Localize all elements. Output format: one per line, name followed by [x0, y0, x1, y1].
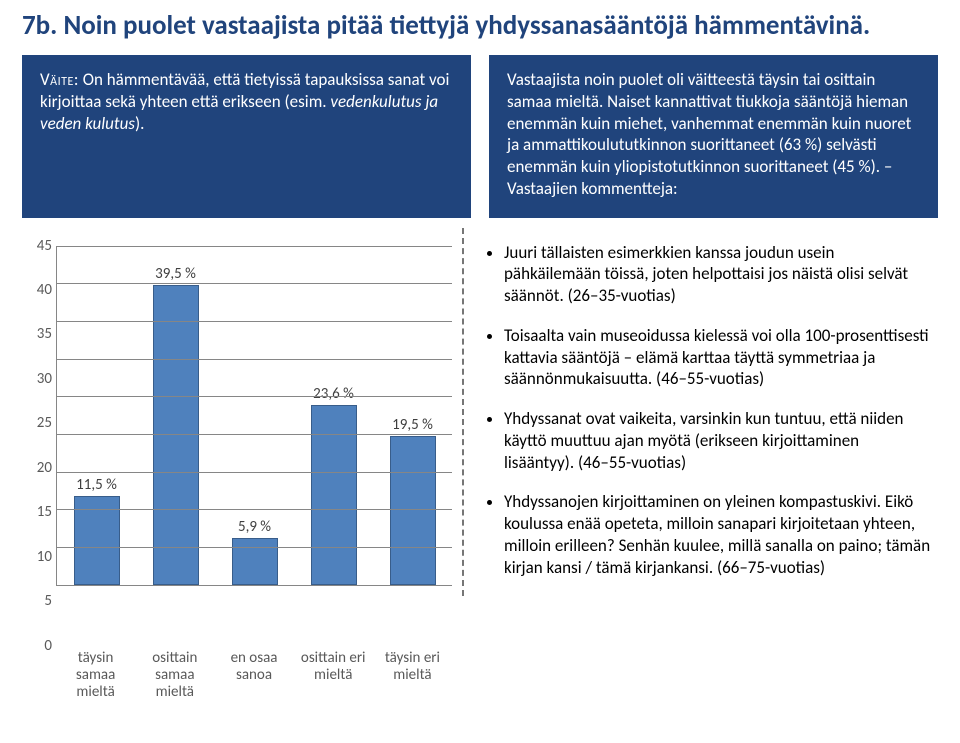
y-tick: 30 — [26, 370, 52, 388]
y-tick: 25 — [26, 414, 52, 432]
slide-title: 7b. Noin puolet vastaajista pitää tietty… — [22, 10, 938, 41]
x-label: osittain erimieltä — [294, 650, 373, 702]
y-tick: 15 — [26, 503, 52, 521]
bar-value-label: 19,5 % — [392, 416, 433, 434]
lower-section: 11,5 %39,5 %5,9 %23,6 %19,5 % täysinsama… — [22, 228, 938, 646]
bar-col: 19,5 % — [373, 246, 452, 585]
comment-item: Yhdyssanat ovat vaikeita, varsinkin kun … — [504, 408, 932, 473]
y-tick: 20 — [26, 459, 52, 477]
y-tick: 45 — [26, 237, 52, 255]
bar-col: 39,5 % — [136, 246, 215, 585]
bar-col: 23,6 % — [294, 246, 373, 585]
bar-col: 11,5 % — [57, 246, 136, 585]
x-label: osittainsamaamieltä — [135, 650, 214, 702]
y-tick: 5 — [26, 592, 52, 610]
info-panels: Väite: On hämmentävää, että tietyissä ta… — [22, 55, 938, 218]
y-tick: 35 — [26, 325, 52, 343]
claim-label: Väite: — [40, 69, 79, 90]
bar — [232, 538, 278, 584]
gridline — [57, 321, 452, 322]
x-label: täysin erimieltä — [373, 650, 452, 702]
title-wrap: 7b. Noin puolet vastaajista pitää tietty… — [22, 10, 938, 41]
panel-claim: Väite: On hämmentävää, että tietyissä ta… — [22, 55, 471, 218]
x-label: en osaasanoa — [214, 650, 293, 702]
plot-area: 11,5 % 39,5 % 5,9 % 23,6 % 19,5 % — [56, 246, 452, 586]
bar-col: 5,9 % — [215, 246, 294, 585]
bar-value-label: 5,9 % — [238, 518, 271, 536]
bars: 11,5 % 39,5 % 5,9 % 23,6 % 19,5 % — [57, 246, 452, 585]
bar-value-label: 39,5 % — [155, 265, 196, 283]
gridline — [57, 283, 452, 284]
comment-item: Yhdyssanojen kirjoittaminen on yleinen k… — [504, 491, 932, 578]
claim-suffix: ). — [135, 113, 144, 134]
gridline — [57, 359, 452, 360]
comment-item: Toisaalta vain museoidussa kielessä voi … — [504, 325, 932, 390]
bar-value-label: 11,5 % — [76, 476, 117, 494]
gridline — [57, 472, 452, 473]
gridline — [57, 547, 452, 548]
x-labels: täysinsamaamieltäosittainsamaamieltäen o… — [56, 646, 452, 702]
bar-chart: 11,5 %39,5 %5,9 %23,6 %19,5 % täysinsama… — [56, 246, 452, 646]
comment-list: Juuri tällaisten esimerkkien kanssa joud… — [484, 242, 932, 579]
gridline — [57, 246, 452, 247]
slide: 7b. Noin puolet vastaajista pitää tietty… — [0, 0, 960, 743]
chart-wrap: 11,5 %39,5 %5,9 %23,6 %19,5 % täysinsama… — [22, 228, 452, 646]
x-label: täysinsamaamieltä — [56, 650, 135, 702]
gridline — [57, 434, 452, 435]
bar — [311, 405, 357, 585]
y-tick: 40 — [26, 281, 52, 299]
bar-value-label: 23,6 % — [313, 385, 354, 403]
comments-box: Juuri tällaisten esimerkkien kanssa joud… — [462, 228, 938, 597]
y-tick: 10 — [26, 548, 52, 566]
panel-summary: Vastaajista noin puolet oli väitteestä t… — [489, 55, 938, 218]
gridline — [57, 396, 452, 397]
gridline — [57, 509, 452, 510]
y-tick: 0 — [26, 637, 52, 655]
comment-item: Juuri tällaisten esimerkkien kanssa joud… — [504, 242, 932, 307]
